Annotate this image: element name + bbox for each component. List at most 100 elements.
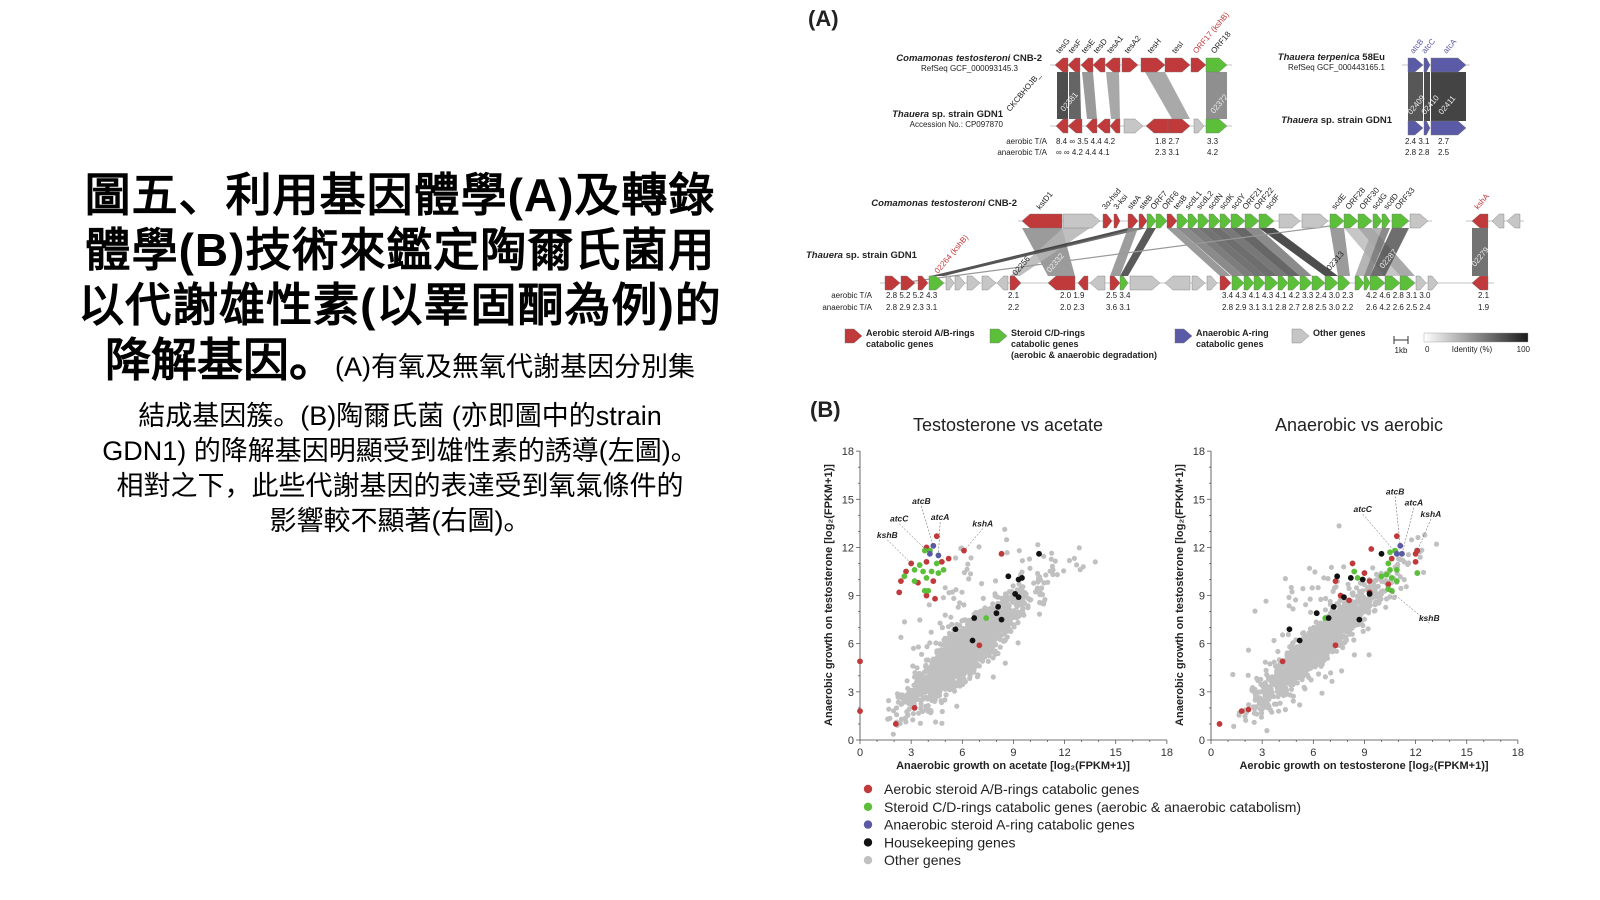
gene-arrow-gray (1089, 275, 1106, 291)
point-other-gene (962, 679, 969, 685)
gene-arrow-green (1264, 275, 1279, 291)
point-other-gene (1290, 640, 1296, 646)
point-green (1378, 573, 1385, 580)
point-other-gene (1262, 659, 1268, 665)
accession-id: Accession No.: CP097870 (910, 120, 1004, 129)
homology-link (1106, 72, 1120, 119)
gene-arrow-red (1054, 57, 1069, 73)
point-other-gene (1076, 545, 1082, 551)
point-other-gene (1041, 580, 1047, 586)
gene-arrow-gray (1415, 275, 1427, 291)
scatter-plot-2: Anaerobic vs aerobic 00 3 3 6 6 9 9 12 12 15 15 18 18… (1174, 415, 1524, 772)
gene-label: atcC (1420, 37, 1438, 56)
point-other-gene (1376, 594, 1382, 600)
homology-link (1330, 228, 1350, 276)
point-other-gene (921, 695, 927, 701)
point-other-gene (1348, 621, 1354, 627)
point-other-gene (1004, 613, 1010, 620)
annotation-leader (1417, 518, 1432, 551)
point-other-gene (1336, 523, 1342, 529)
point-other-gene (951, 658, 957, 664)
point-other-gene (992, 636, 998, 643)
aerobic-ratio: 2.7 (1438, 137, 1450, 146)
point-other-gene (904, 678, 910, 684)
point-other-gene (1376, 600, 1382, 606)
point-other-gene (943, 692, 949, 698)
point-other-gene (1294, 664, 1301, 670)
point-other-gene (910, 717, 916, 723)
caption-title-end: 降解基因。 (105, 334, 335, 386)
genome-name-rest: sp. strain GDN1 (929, 109, 1004, 120)
point-other-gene (1325, 576, 1331, 582)
gene-arrow-green (989, 328, 1008, 344)
point-other-gene (957, 600, 963, 606)
gene-arrow-green (1187, 213, 1199, 229)
point-other-gene (972, 663, 979, 670)
point-other-gene (903, 719, 909, 725)
point-other-gene (988, 625, 994, 631)
point-other-gene (1263, 667, 1269, 673)
gene-arrow-blue (1430, 120, 1467, 136)
genome-name-rest: CNB-2 (1010, 53, 1042, 64)
annotation-leader (938, 522, 941, 556)
gene-arrow-green (928, 275, 945, 291)
point-other-gene (954, 638, 960, 645)
gene-arrow-blue (1430, 57, 1467, 73)
point-other-gene (898, 634, 904, 641)
point-other-gene (1025, 603, 1031, 609)
homology-link (1424, 72, 1430, 121)
point-green (911, 566, 918, 573)
point-other-gene (1282, 707, 1288, 713)
point-black (993, 610, 1000, 617)
point-other-gene (964, 566, 970, 572)
point-other-gene (1360, 607, 1366, 613)
point-black (1359, 576, 1366, 583)
point-other-gene (1314, 649, 1321, 655)
gene-arrow-red (1167, 118, 1191, 134)
point-other-gene (1256, 689, 1262, 695)
anaerobic-ratio: 1.9 (1478, 303, 1490, 312)
point-other-gene (1267, 661, 1273, 667)
point-green (1393, 578, 1400, 585)
point-other-gene (1264, 701, 1270, 708)
annotation-leader (1401, 507, 1415, 554)
panel-label: (B) (810, 397, 841, 422)
gene-arrow-gray (1278, 213, 1301, 229)
genome-name-italic: Thauera terpenica (1278, 52, 1360, 63)
point-other-gene (1004, 604, 1010, 611)
point-other-gene (1037, 592, 1043, 598)
point-other-gene (1370, 565, 1376, 571)
aerobic-ratio: 2.5 3.4 (1106, 291, 1131, 300)
point-other-gene (1293, 597, 1299, 603)
point-other-gene (1318, 661, 1325, 667)
point-red (998, 550, 1005, 557)
point-other-gene (1026, 556, 1033, 562)
point-other-gene (1330, 633, 1336, 640)
annotation-leader (887, 539, 912, 564)
gene-arrow-green (1372, 213, 1383, 229)
point-other-gene (961, 602, 967, 608)
point-other-gene (1294, 644, 1300, 650)
point-other-gene (979, 581, 985, 587)
refseq-id: RefSeq GCF_000443165.1 (1288, 63, 1386, 72)
gene-arrow-gray (1291, 328, 1310, 344)
point-green (911, 578, 918, 585)
point-other-gene (935, 660, 942, 666)
figure-caption: 圖五、利用基因體學(A)及轉錄 體學(B)技術來鑑定陶爾氏菌用 以代謝雄性素(以… (30, 168, 770, 539)
anaerobic-ratio: 4.2 (1207, 148, 1219, 157)
point-other-gene (1020, 601, 1026, 607)
point-black (1019, 574, 1025, 581)
gene-arrow-red (1121, 57, 1139, 73)
panel-b-scatter-plots: (B)Testosterone vs acetate00336699121215… (810, 397, 1524, 868)
point-other-gene (940, 642, 946, 648)
gene-arrow-green (1176, 213, 1189, 229)
point-other-gene (1014, 604, 1020, 610)
y-tick-label: 6 (848, 639, 854, 651)
point-other-gene (937, 620, 943, 626)
gene-arrow-green (1253, 275, 1266, 291)
point-other-gene (1016, 548, 1022, 554)
genome-name-italic: Comamonas testosteroni (871, 198, 985, 209)
point-other-gene (1339, 627, 1345, 634)
gene-arrow-gray (1491, 213, 1505, 229)
point-other-gene (939, 625, 946, 631)
